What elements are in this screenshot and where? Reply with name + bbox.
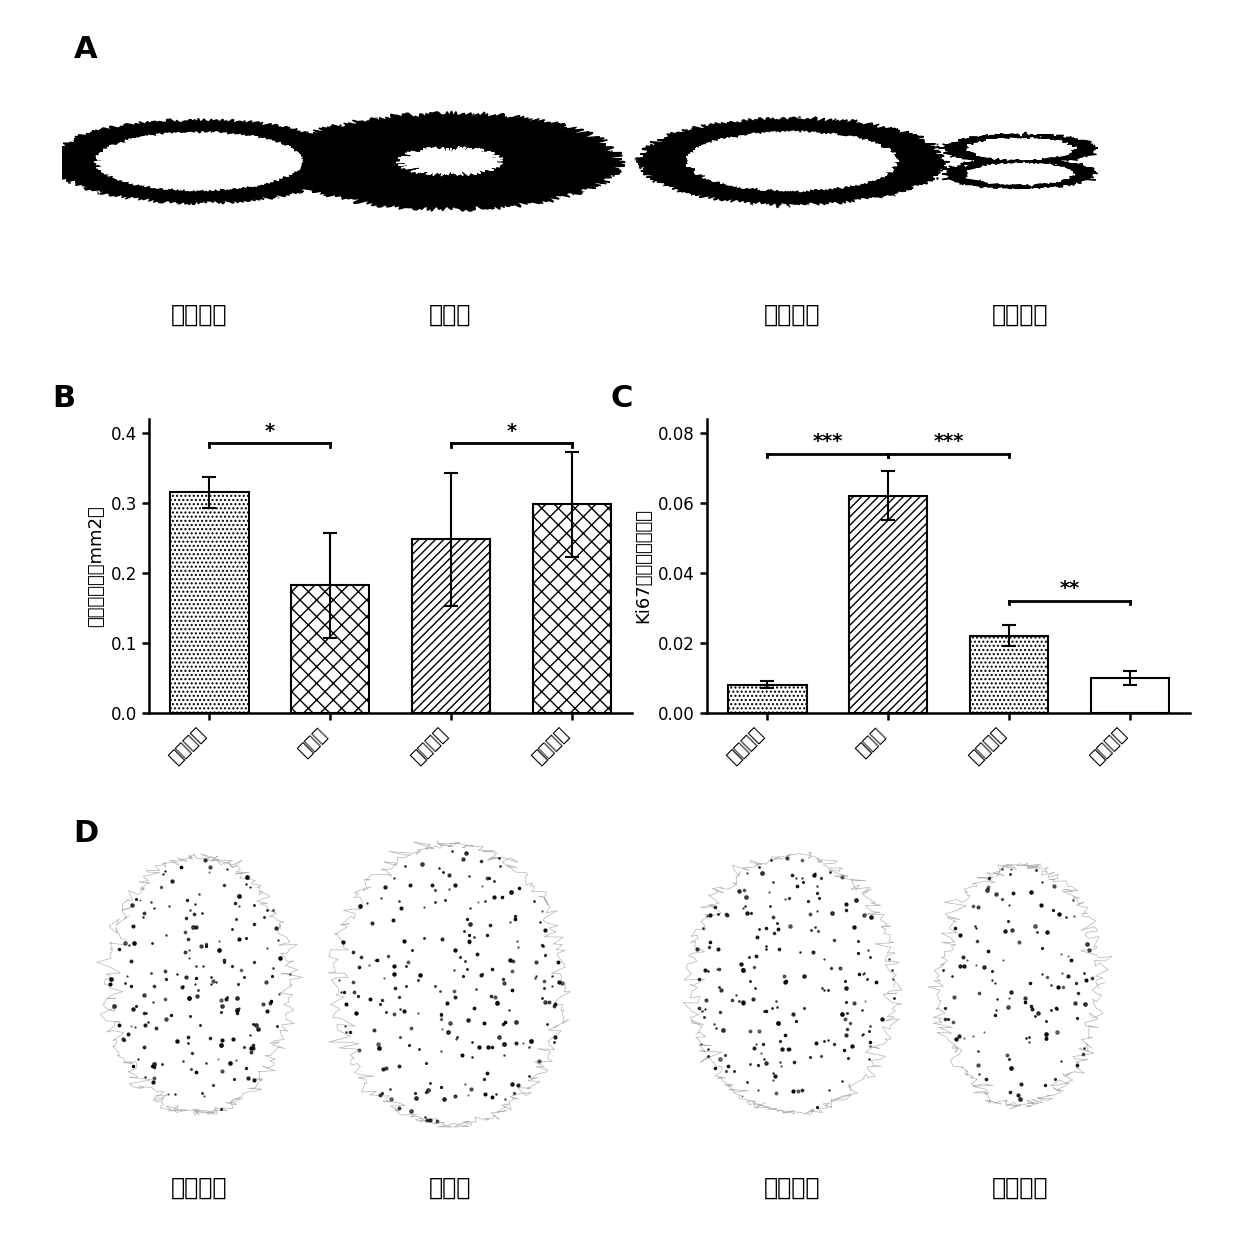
Bar xyxy=(728,685,806,713)
Text: A: A xyxy=(73,35,97,63)
Bar xyxy=(170,492,248,713)
Text: 低黄芪组: 低黄芪组 xyxy=(764,303,821,326)
Polygon shape xyxy=(274,111,625,212)
Y-axis label: Ki67平均光密度比值: Ki67平均光密度比值 xyxy=(635,508,652,624)
Polygon shape xyxy=(48,118,350,204)
Text: 假手术组: 假手术组 xyxy=(171,303,227,326)
Text: ***: *** xyxy=(812,432,843,452)
Text: B: B xyxy=(52,383,76,413)
Polygon shape xyxy=(942,157,1097,189)
Text: **: ** xyxy=(1059,579,1080,599)
Polygon shape xyxy=(636,117,950,205)
Text: *: * xyxy=(264,422,275,441)
Bar xyxy=(291,585,370,713)
Y-axis label: 血管腔面积（mm2）: 血管腔面积（mm2） xyxy=(87,505,105,626)
Text: D: D xyxy=(73,819,99,848)
Text: 低黄芪组: 低黄芪组 xyxy=(764,1175,821,1199)
Text: *: * xyxy=(506,422,517,441)
Text: ***: *** xyxy=(934,432,963,452)
Bar xyxy=(412,539,490,713)
Polygon shape xyxy=(967,138,1076,161)
Text: 高黄芪组: 高黄芪组 xyxy=(992,303,1049,326)
Polygon shape xyxy=(396,147,503,176)
Bar xyxy=(970,636,1048,713)
Bar xyxy=(533,504,611,713)
Text: 模型组: 模型组 xyxy=(429,303,471,326)
Text: 模型组: 模型组 xyxy=(429,1175,471,1199)
Bar xyxy=(1091,677,1169,713)
Polygon shape xyxy=(939,132,1097,166)
Bar xyxy=(849,496,928,713)
Polygon shape xyxy=(94,132,303,190)
Polygon shape xyxy=(966,162,1075,186)
Text: 高黄芪组: 高黄芪组 xyxy=(992,1175,1049,1199)
Text: 假手术组: 假手术组 xyxy=(171,1175,227,1199)
Polygon shape xyxy=(686,131,899,192)
Text: C: C xyxy=(610,383,632,413)
